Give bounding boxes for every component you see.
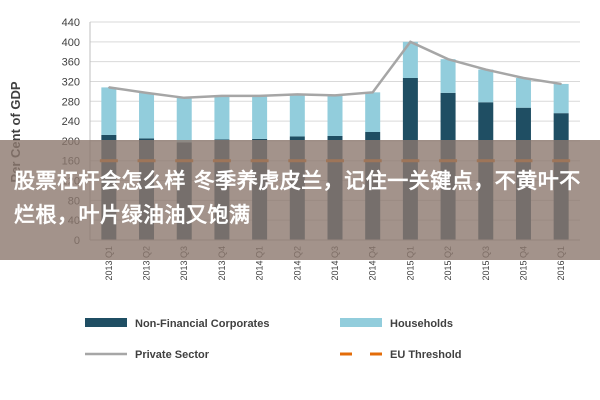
x-tick-label: 2014 Q4 xyxy=(368,246,378,281)
x-tick-label: 2015 Q3 xyxy=(481,246,491,281)
line-point xyxy=(484,68,487,71)
x-tick-label: 2015 Q4 xyxy=(518,246,528,281)
line-point xyxy=(409,41,412,43)
legend-label: EU Threshold xyxy=(390,349,462,361)
x-tick-label: 2015 Q2 xyxy=(443,246,453,281)
x-tick-label: 2014 Q3 xyxy=(330,246,340,281)
line-point xyxy=(371,91,374,94)
bar-households xyxy=(478,69,494,103)
bar-households xyxy=(214,95,230,140)
bar-households xyxy=(101,87,117,135)
y-tick-label: 240 xyxy=(62,116,80,128)
overlay-text: 股票杠杆会怎么样 冬季养虎皮兰，记住一关键点，不黄叶不烂根，叶片绿油油又饱满 xyxy=(14,169,581,227)
overlay-banner: 股票杠杆会怎么样 冬季养虎皮兰，记住一关键点，不黄叶不烂根，叶片绿油油又饱满 xyxy=(0,140,600,260)
x-tick-label: 2016 Q1 xyxy=(556,246,566,281)
bar-households xyxy=(515,77,531,108)
line-point xyxy=(108,86,110,89)
line-point xyxy=(221,95,223,97)
bar-households xyxy=(139,92,155,139)
x-tick-label: 2013 Q3 xyxy=(179,246,189,281)
legend-swatch xyxy=(85,318,127,327)
x-tick-label: 2014 Q2 xyxy=(292,246,302,281)
bar-households xyxy=(402,41,418,78)
legend-label: Private Sector xyxy=(135,349,210,361)
legend-label: Non-Financial Corporates xyxy=(135,318,269,330)
line-point xyxy=(258,95,261,97)
legend-swatch xyxy=(340,318,382,327)
bar-households xyxy=(553,83,569,114)
legend: Non-Financial Corporates Households Privat… xyxy=(85,318,462,361)
y-tick-label: 360 xyxy=(62,57,80,69)
x-tick-label: 2014 Q1 xyxy=(255,246,265,281)
line-point xyxy=(183,97,186,99)
y-tick-label: 400 xyxy=(62,37,80,49)
x-tick-label: 2013 Q1 xyxy=(104,246,114,281)
bar-households xyxy=(289,94,305,137)
line-point xyxy=(334,94,336,97)
bar-households xyxy=(176,97,192,143)
bar-households xyxy=(327,95,343,136)
bar-households xyxy=(252,95,268,139)
x-tick-label: 2015 Q1 xyxy=(405,246,415,281)
line-point xyxy=(145,92,148,94)
line-point xyxy=(522,77,525,79)
y-tick-label: 280 xyxy=(62,96,80,108)
bar-households xyxy=(440,59,456,93)
series-line-private-sector xyxy=(108,40,562,100)
line-point xyxy=(296,93,299,96)
y-tick-label: 320 xyxy=(62,76,80,88)
y-tick-label: 440 xyxy=(62,17,80,29)
bar-households xyxy=(365,92,381,132)
line-point xyxy=(560,83,562,85)
line-point xyxy=(447,58,449,60)
x-tick-label: 2013 Q2 xyxy=(142,246,152,281)
legend-label: Households xyxy=(390,318,453,330)
x-tick-label: 2013 Q4 xyxy=(217,246,227,281)
